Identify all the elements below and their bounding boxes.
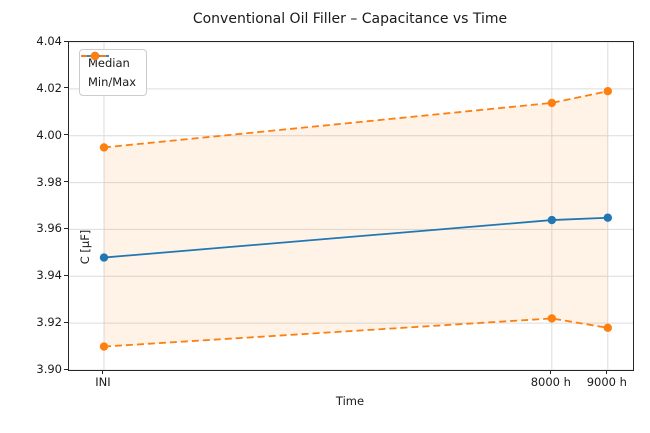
x-tick-label: INI [95, 375, 111, 389]
y-tick-mark [64, 40, 68, 42]
chart-title: Conventional Oil Filler – Capacitance vs… [192, 11, 508, 27]
y-tick-label: 3.92 [36, 315, 62, 330]
min-line [103, 317, 608, 348]
legend: Median Min/Max [79, 49, 148, 96]
max-line [103, 90, 608, 149]
x-tick-mark [550, 370, 552, 374]
max-marker [603, 87, 613, 96]
x-axis-label: Time [335, 394, 365, 408]
y-tick-label: 4.04 [36, 34, 62, 48]
y-axis-label: C [µF] [78, 229, 92, 265]
y-tick-mark [64, 87, 68, 89]
y-tick-mark [64, 227, 68, 229]
plot-canvas [69, 42, 633, 370]
y-tick-mark [64, 368, 68, 370]
y-tick-mark [64, 321, 68, 323]
x-tick-mark [606, 370, 608, 374]
y-tick-mark [64, 134, 68, 136]
max-marker [99, 143, 109, 152]
y-tick-label: 3.90 [36, 362, 62, 376]
y-tick-label: 3.98 [36, 174, 62, 189]
min-marker [99, 342, 109, 351]
dashed-line-swatch-icon [81, 51, 109, 61]
legend-label: Median [88, 56, 130, 70]
y-tick-label: 4.00 [36, 127, 62, 142]
x-tick-mark [102, 370, 104, 374]
legend-label: Min/Max [88, 75, 137, 89]
y-tick-mark [64, 274, 68, 276]
median-marker [99, 253, 109, 262]
x-tick-label: 8000 h [530, 375, 571, 389]
max-marker [547, 98, 557, 108]
y-tick-mark [64, 181, 68, 183]
plot-area: Median Min/Max C [µF] [68, 41, 634, 371]
min-marker [547, 314, 557, 323]
median-marker [547, 215, 557, 225]
minmax-fill [103, 91, 608, 347]
y-tick-label: 3.96 [36, 221, 62, 236]
x-tick-label: 9000 h [586, 375, 627, 389]
min-marker [603, 323, 613, 333]
median-marker [603, 213, 613, 222]
legend-item: Min/Max [81, 51, 137, 89]
y-tick-label: 4.02 [36, 80, 62, 95]
y-tick-label: 3.94 [36, 268, 62, 283]
